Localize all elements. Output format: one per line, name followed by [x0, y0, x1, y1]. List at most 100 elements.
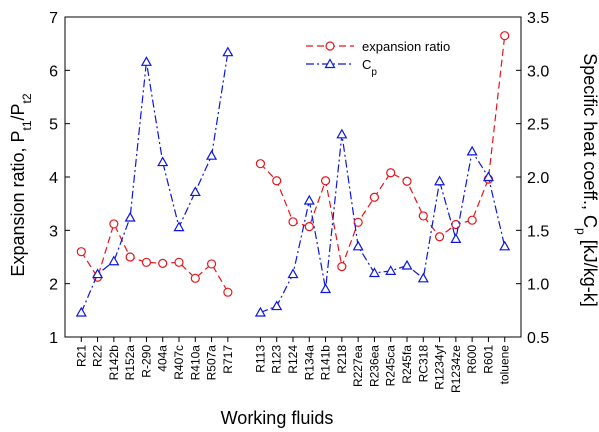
left-tick-label: 4 [49, 170, 58, 187]
data-point-cp [189, 186, 201, 197]
left-axis: 1 2 3 4 5 6 7 [49, 10, 70, 347]
category-label: R113 [253, 345, 267, 373]
left-tick-label: 3 [49, 223, 58, 240]
data-point-expansion-ratio [206, 259, 217, 269]
data-point-expansion-ratio [304, 222, 314, 232]
category-label: R1234ze [449, 345, 463, 393]
category-label: R601 [481, 345, 495, 374]
data-point-cp [499, 240, 511, 251]
right-tick-label: 2.0 [527, 170, 549, 187]
data-point-cp [385, 265, 397, 275]
left-axis-title: Expansion ratio, Pt1/Pt2 [8, 93, 34, 276]
category-label: toluene [498, 345, 512, 385]
data-point-expansion-ratio [141, 257, 152, 267]
data-point-cp [173, 221, 185, 232]
data-point-cp [434, 175, 446, 186]
data-point-expansion-ratio [174, 257, 184, 267]
right-tick-label: 3.0 [527, 63, 549, 80]
data-point-expansion-ratio [255, 159, 266, 169]
data-point-cp [108, 255, 120, 266]
data-point-cp [222, 46, 234, 57]
series-line-cp [260, 134, 506, 314]
data-point-cp [206, 149, 218, 160]
plot-border [64, 16, 522, 338]
category-label: R245fa [400, 345, 414, 384]
category-label: R22 [91, 345, 105, 367]
data-point-expansion-ratio [467, 215, 477, 225]
category-label: R236ea [367, 345, 381, 387]
data-point-expansion-ratio [434, 232, 445, 242]
series-line-expansion-ratio [259, 35, 506, 269]
category-label: R21 [74, 345, 88, 367]
category-label: R245ca [384, 345, 398, 387]
data-point-expansion-ratio [223, 287, 233, 297]
legend-label-cp: Cp [362, 57, 377, 78]
category-label: RC318 [416, 345, 430, 383]
series-layer [75, 31, 511, 317]
data-point-expansion-ratio [158, 258, 168, 268]
data-point-cp [450, 233, 462, 243]
category-label: R142b [107, 345, 121, 381]
data-point-expansion-ratio [125, 252, 135, 262]
data-point-cp [401, 259, 413, 270]
data-point-cp [124, 211, 136, 222]
data-point-cp [157, 156, 169, 167]
right-tick-label: 0.5 [527, 330, 549, 347]
legend-marker-expansion-ratio [325, 41, 335, 51]
right-tick-label: 1.0 [527, 277, 549, 294]
category-label: R123 [270, 345, 284, 374]
data-point-expansion-ratio [500, 31, 510, 41]
data-point-expansion-ratio [369, 192, 380, 202]
category-label: R407c [172, 345, 186, 380]
series-line-expansion-ratio [80, 222, 229, 293]
category-label: R-290 [139, 345, 153, 378]
data-point-cp [92, 268, 104, 279]
data-point-expansion-ratio [272, 176, 282, 186]
data-point-cp [287, 268, 299, 279]
data-point-cp [75, 306, 87, 317]
category-label: R410a [188, 345, 202, 381]
data-point-expansion-ratio [288, 217, 298, 227]
left-tick-label: 7 [49, 10, 58, 27]
data-point-cp [336, 128, 348, 139]
data-point-expansion-ratio [402, 176, 412, 186]
data-point-cp [320, 283, 332, 294]
data-point-expansion-ratio [76, 247, 86, 257]
category-label: R1234yf [433, 344, 447, 389]
data-point-expansion-ratio [337, 262, 347, 272]
data-point-cp [254, 306, 266, 317]
category-label: R227ea [351, 345, 365, 387]
category-label: R134a [302, 345, 316, 381]
data-point-expansion-ratio [190, 273, 200, 283]
data-point-expansion-ratio [320, 176, 331, 186]
data-point-expansion-ratio [109, 219, 119, 229]
legend-label-expansion-ratio: expansion ratio [362, 39, 450, 54]
category-label: 404a [156, 345, 170, 372]
right-tick-label: 1.5 [527, 223, 549, 240]
right-tick-label: 2.5 [527, 117, 549, 134]
category-label: R218 [335, 345, 349, 374]
data-point-expansion-ratio [418, 211, 428, 221]
data-point-expansion-ratio [353, 217, 363, 227]
left-tick-label: 2 [49, 277, 58, 294]
plot-area [64, 16, 522, 338]
data-point-cp [368, 267, 380, 278]
data-point-cp [417, 272, 429, 283]
right-tick-label: 3.5 [527, 10, 549, 27]
legend: expansion ratio Cp [306, 39, 450, 78]
category-label: R717 [221, 345, 235, 374]
data-point-cp [352, 240, 364, 251]
x-axis: R21 R22 R142b R152a R-290 404a R407c R410a R507a… [74, 337, 512, 393]
data-point-cp [140, 56, 152, 66]
series-line-cp [80, 52, 229, 313]
data-point-cp [482, 171, 494, 182]
legend-marker-cp [324, 58, 336, 69]
category-label: R600 [465, 345, 479, 374]
data-point-expansion-ratio [386, 168, 396, 178]
data-point-cp [303, 194, 315, 205]
right-axis: 0.5 1.0 1.5 2.0 2.5 3.0 3.5 [516, 10, 549, 347]
category-label: R507a [205, 345, 219, 381]
x-axis-title: Working fluids [221, 408, 334, 428]
left-tick-label: 5 [49, 117, 58, 134]
